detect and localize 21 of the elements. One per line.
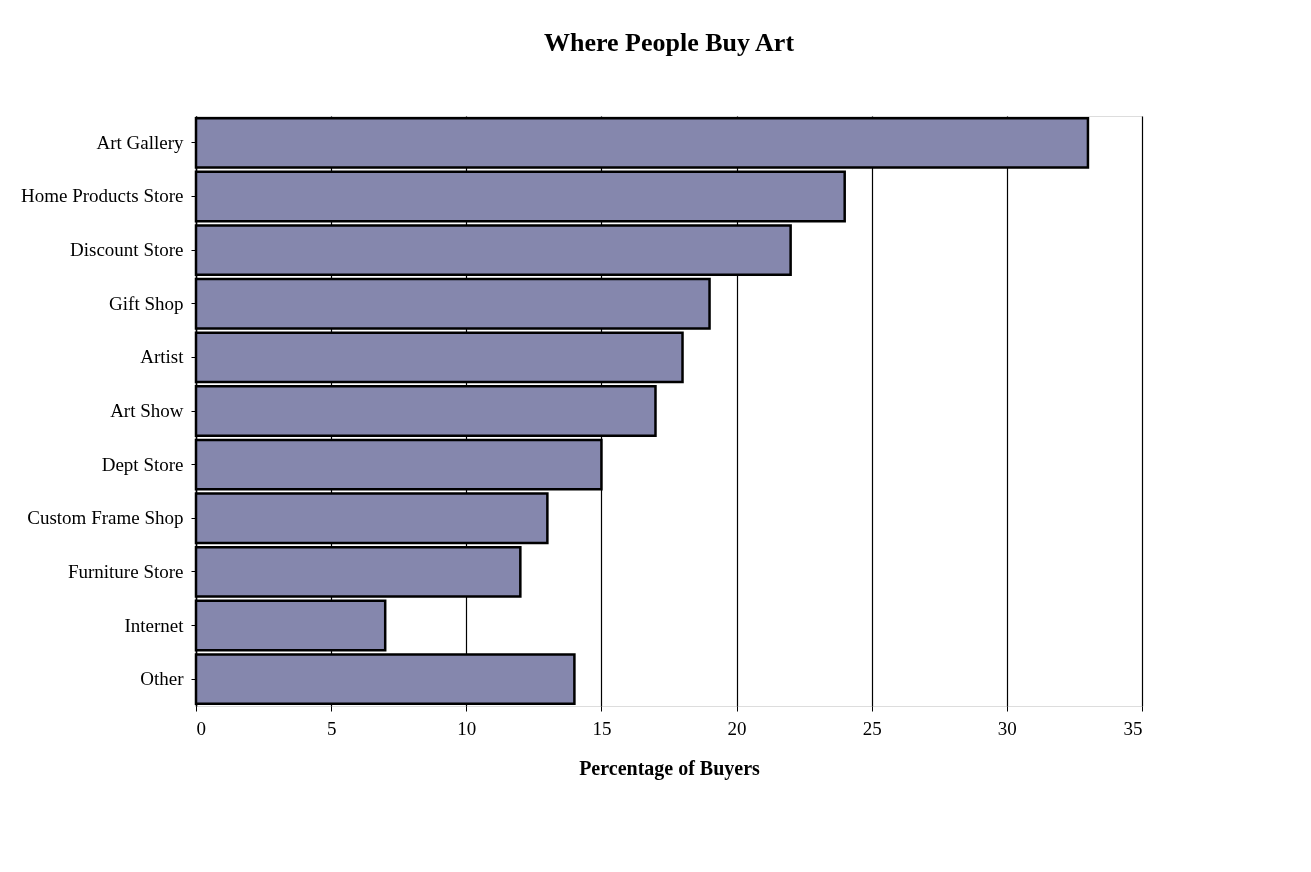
x-tick-label: 25 — [862, 717, 882, 739]
y-tick-label: Furniture Store — [67, 560, 184, 582]
x-axis-title: Percentage of Buyers — [579, 756, 761, 780]
y-tick-label: Art Show — [110, 400, 184, 421]
y-tick-label: Gift Shop — [109, 292, 184, 314]
x-tick-label: 10 — [457, 717, 477, 739]
y-tick-label: Dept Store — [101, 453, 184, 475]
y-tick-label: Home Products Store — [20, 185, 184, 207]
x-tick-label: 5 — [326, 717, 337, 739]
y-tick-label: Internet — [124, 614, 185, 636]
chart-title: Where People Buy Art — [543, 28, 795, 57]
y-tick-label: Other — [140, 668, 185, 690]
x-tick-label: 0 — [196, 717, 206, 739]
x-tick-label: 20 — [727, 717, 747, 739]
y-tick-label: Artist — [140, 346, 185, 368]
x-tick-label: 30 — [997, 717, 1017, 739]
y-tick-label: Art Gallery — [96, 131, 184, 153]
x-tick-label: 35 — [1123, 717, 1143, 739]
y-tick-label: Discount Store — [70, 239, 184, 261]
y-tick-label: Custom Frame Shop — [27, 507, 184, 529]
x-tick-label: 15 — [592, 717, 612, 739]
